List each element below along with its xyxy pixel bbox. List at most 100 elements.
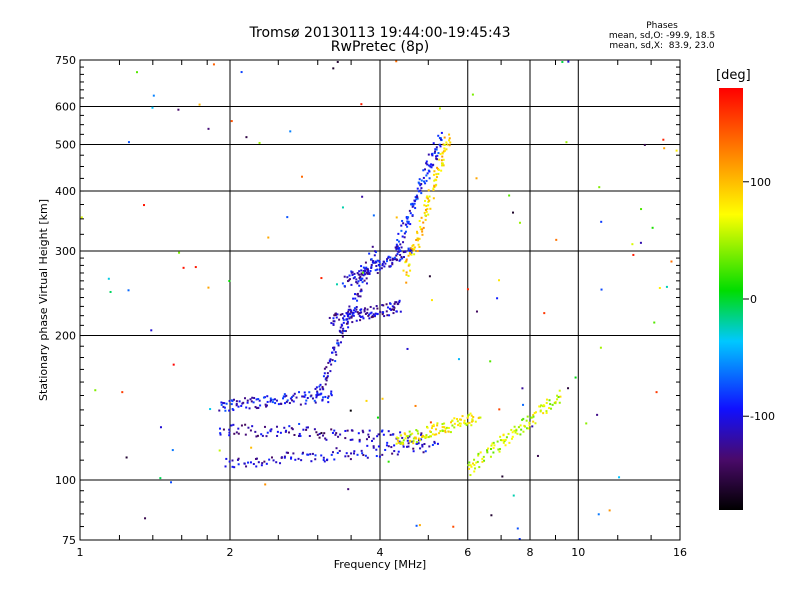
echo-point xyxy=(289,397,292,400)
echo-point xyxy=(492,451,495,454)
echo-point xyxy=(245,406,248,409)
echo-point xyxy=(333,314,336,317)
echo-point xyxy=(315,396,318,399)
echo-point xyxy=(466,416,469,419)
echo-point xyxy=(321,398,324,401)
echo-point xyxy=(362,269,365,272)
echo-point xyxy=(431,425,434,428)
echo-point xyxy=(418,237,421,240)
echo-point xyxy=(632,253,635,256)
echo-point xyxy=(498,408,501,411)
echo-point xyxy=(367,436,370,439)
echo-point xyxy=(436,154,439,157)
echo-point xyxy=(490,444,493,447)
echo-point xyxy=(419,189,422,192)
echo-point xyxy=(370,316,373,319)
echo-point xyxy=(334,312,337,315)
echo-point xyxy=(416,232,419,235)
echo-point xyxy=(529,416,532,419)
echo-point xyxy=(349,458,352,461)
echo-point xyxy=(247,461,250,464)
echo-point xyxy=(473,458,476,461)
echo-point xyxy=(403,232,406,235)
echo-point xyxy=(424,199,427,202)
echo-point xyxy=(433,151,436,154)
echo-point xyxy=(375,261,378,264)
echo-point xyxy=(339,326,342,329)
echo-point xyxy=(230,120,233,123)
echo-point xyxy=(277,403,280,406)
echo-point xyxy=(538,405,541,408)
echo-point xyxy=(366,456,369,459)
y-tick-label: 75 xyxy=(62,534,76,547)
echo-point xyxy=(242,401,245,404)
echo-point xyxy=(412,244,415,247)
echo-point xyxy=(444,431,447,434)
echo-point xyxy=(407,274,410,277)
echo-point xyxy=(218,427,221,430)
echo-point xyxy=(406,347,409,350)
echo-point xyxy=(338,449,341,452)
echo-point xyxy=(121,391,124,394)
echo-point xyxy=(427,153,430,156)
echo-point xyxy=(453,422,456,425)
echo-point xyxy=(326,376,329,379)
echo-point xyxy=(444,427,447,430)
echo-point xyxy=(439,107,442,110)
echo-point xyxy=(522,417,525,420)
echo-point xyxy=(401,235,404,238)
echo-point xyxy=(431,443,434,446)
echo-point xyxy=(355,305,358,308)
echo-point xyxy=(391,258,394,261)
echo-point xyxy=(359,295,362,298)
echo-point xyxy=(512,494,515,497)
echo-point xyxy=(389,265,392,268)
echo-point xyxy=(402,256,405,259)
echo-point xyxy=(420,179,423,182)
echo-point xyxy=(246,401,249,404)
echo-point xyxy=(285,394,288,397)
echo-point xyxy=(440,159,443,162)
echo-point xyxy=(531,416,534,419)
echo-point xyxy=(391,452,394,455)
echo-point xyxy=(256,434,259,437)
echo-point xyxy=(365,271,368,274)
echo-point xyxy=(243,397,246,400)
echo-point xyxy=(469,412,472,415)
echo-point xyxy=(336,342,339,345)
echo-point xyxy=(461,415,464,418)
echo-point xyxy=(347,279,350,282)
echo-point xyxy=(237,457,240,460)
echo-point xyxy=(499,435,502,438)
echo-point xyxy=(265,435,268,438)
echo-point xyxy=(381,304,384,307)
echo-point xyxy=(283,456,286,459)
echo-point xyxy=(343,315,346,318)
echo-point xyxy=(499,439,502,442)
echo-point xyxy=(372,260,375,263)
x-axis-label: Frequency [MHz] xyxy=(334,558,426,571)
echo-point xyxy=(415,524,418,527)
colorbar-tick-label: 0 xyxy=(750,293,757,306)
echo-point xyxy=(359,277,362,280)
echo-point xyxy=(420,183,423,186)
echo-point xyxy=(420,438,423,441)
echo-point xyxy=(429,430,432,433)
echo-point xyxy=(359,290,362,293)
echo-point xyxy=(441,426,444,429)
echo-point xyxy=(318,436,321,439)
echo-point xyxy=(317,393,320,396)
echo-point xyxy=(395,247,398,250)
echo-point xyxy=(228,428,231,431)
echo-point xyxy=(255,407,258,410)
echo-point xyxy=(254,430,257,433)
echo-point xyxy=(419,439,422,442)
echo-point xyxy=(330,453,333,456)
echo-point xyxy=(413,246,416,249)
echo-point xyxy=(377,263,380,266)
echo-point xyxy=(244,433,247,436)
echo-point xyxy=(159,477,162,480)
echo-point xyxy=(419,228,422,231)
echo-point xyxy=(498,279,501,282)
echo-point xyxy=(424,214,427,217)
